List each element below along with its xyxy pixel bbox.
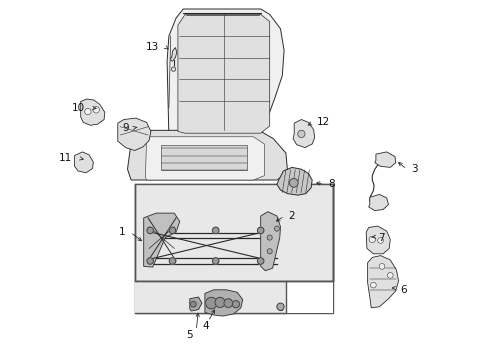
Circle shape (84, 108, 91, 115)
Circle shape (212, 258, 219, 264)
Polygon shape (367, 256, 398, 308)
Circle shape (146, 227, 153, 234)
Circle shape (169, 227, 175, 234)
Circle shape (289, 179, 298, 187)
Circle shape (370, 282, 375, 288)
Circle shape (276, 303, 284, 310)
Polygon shape (170, 48, 177, 61)
Bar (285, 281, 332, 313)
Text: 12: 12 (317, 117, 330, 127)
Polygon shape (368, 194, 387, 211)
Circle shape (378, 264, 384, 269)
Bar (161, 145, 247, 170)
Circle shape (257, 258, 264, 264)
Circle shape (386, 273, 392, 278)
Polygon shape (127, 130, 287, 180)
Circle shape (266, 249, 272, 254)
Polygon shape (143, 213, 179, 267)
Circle shape (171, 67, 175, 71)
Polygon shape (276, 167, 311, 195)
Text: 10: 10 (72, 103, 85, 113)
Text: 13: 13 (145, 42, 159, 52)
Text: 4: 4 (202, 321, 209, 331)
Text: 11: 11 (59, 153, 72, 163)
Bar (134, 184, 332, 313)
Circle shape (368, 236, 375, 243)
Text: 2: 2 (288, 211, 294, 221)
Text: 1: 1 (118, 227, 125, 237)
Bar (134, 281, 285, 313)
Polygon shape (204, 290, 242, 316)
Polygon shape (178, 14, 269, 133)
Polygon shape (145, 137, 264, 180)
Text: 8: 8 (327, 179, 334, 189)
Circle shape (146, 258, 153, 264)
Text: 3: 3 (410, 164, 417, 174)
Circle shape (212, 227, 219, 234)
Circle shape (377, 238, 383, 243)
Text: 9: 9 (122, 123, 128, 133)
Circle shape (190, 301, 196, 307)
Polygon shape (260, 212, 280, 271)
Circle shape (257, 227, 264, 234)
Text: 6: 6 (399, 285, 406, 295)
Circle shape (215, 297, 224, 307)
Polygon shape (167, 9, 284, 137)
Text: 5: 5 (186, 330, 193, 340)
Polygon shape (118, 118, 151, 150)
Polygon shape (75, 152, 93, 173)
Polygon shape (81, 99, 104, 125)
Polygon shape (374, 152, 395, 167)
Text: 7: 7 (378, 233, 384, 243)
Circle shape (93, 107, 99, 113)
Polygon shape (366, 226, 389, 254)
Circle shape (205, 297, 217, 309)
Circle shape (232, 301, 239, 308)
Circle shape (297, 130, 305, 138)
Circle shape (169, 258, 175, 264)
Circle shape (224, 299, 232, 307)
Polygon shape (292, 120, 314, 148)
Circle shape (266, 235, 272, 240)
Bar (134, 184, 332, 281)
Polygon shape (189, 297, 202, 311)
Circle shape (274, 226, 279, 231)
